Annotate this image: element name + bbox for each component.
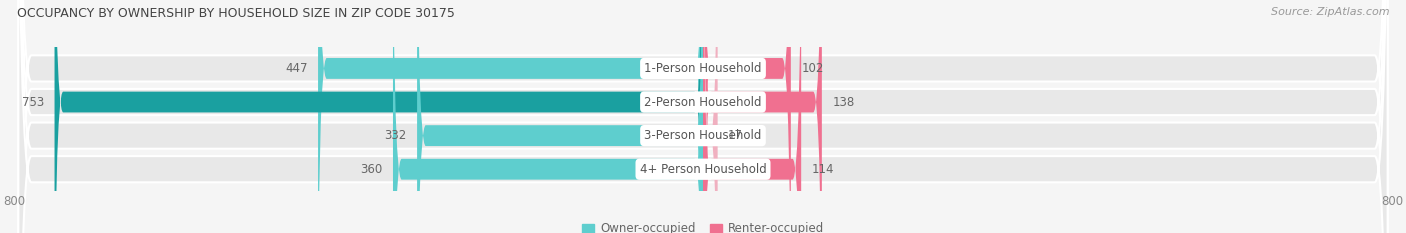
Text: 332: 332 [384, 129, 406, 142]
FancyBboxPatch shape [318, 0, 703, 233]
Text: 114: 114 [811, 163, 834, 176]
Legend: Owner-occupied, Renter-occupied: Owner-occupied, Renter-occupied [578, 218, 828, 233]
Text: 360: 360 [360, 163, 382, 176]
Text: OCCUPANCY BY OWNERSHIP BY HOUSEHOLD SIZE IN ZIP CODE 30175: OCCUPANCY BY OWNERSHIP BY HOUSEHOLD SIZE… [17, 7, 454, 20]
Text: 753: 753 [22, 96, 44, 109]
Text: 3-Person Household: 3-Person Household [644, 129, 762, 142]
Text: 2-Person Household: 2-Person Household [644, 96, 762, 109]
Text: 17: 17 [728, 129, 742, 142]
Text: 4+ Person Household: 4+ Person Household [640, 163, 766, 176]
Text: 447: 447 [285, 62, 308, 75]
FancyBboxPatch shape [18, 0, 1388, 233]
FancyBboxPatch shape [18, 0, 1388, 233]
FancyBboxPatch shape [418, 0, 703, 233]
FancyBboxPatch shape [703, 0, 717, 233]
FancyBboxPatch shape [55, 0, 703, 233]
FancyBboxPatch shape [703, 0, 790, 233]
Text: 138: 138 [832, 96, 855, 109]
FancyBboxPatch shape [392, 0, 703, 233]
Text: 1-Person Household: 1-Person Household [644, 62, 762, 75]
FancyBboxPatch shape [18, 0, 1388, 233]
FancyBboxPatch shape [18, 0, 1388, 233]
FancyBboxPatch shape [703, 0, 801, 233]
Text: 102: 102 [801, 62, 824, 75]
FancyBboxPatch shape [703, 0, 823, 233]
Text: Source: ZipAtlas.com: Source: ZipAtlas.com [1271, 7, 1389, 17]
